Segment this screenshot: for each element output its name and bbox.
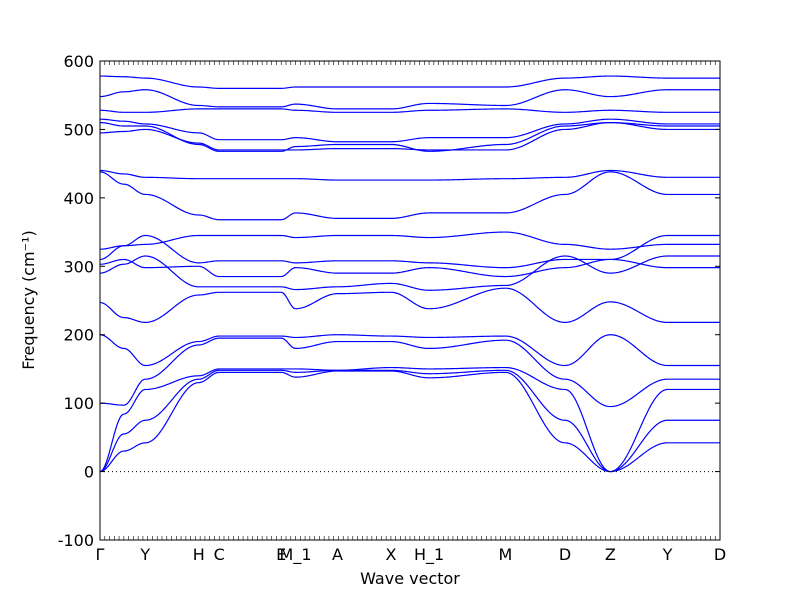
x-tick-label: H_1: [414, 545, 444, 565]
x-tick-label: A: [332, 545, 343, 564]
x-tick-label: Y: [139, 545, 150, 564]
band-line-6: [100, 287, 720, 324]
x-tick-label: D: [559, 545, 571, 564]
y-tick-label: 500: [63, 120, 94, 139]
band-line-16: [100, 108, 720, 113]
band-line-5: [100, 334, 720, 367]
x-tick-label: D: [714, 545, 726, 564]
x-tick-label: Γ: [96, 545, 105, 564]
band-line-8: [100, 258, 720, 278]
y-tick-label: -100: [58, 531, 94, 550]
y-tick-label: 0: [84, 463, 94, 482]
y-tick-label: 300: [63, 257, 94, 276]
x-tick-label: Y: [662, 545, 673, 564]
band-line-1: [100, 370, 720, 473]
band-line-9: [100, 234, 720, 269]
band-line-3: [100, 366, 720, 473]
x-tick-label: Z: [605, 545, 616, 564]
y-tick-label: 400: [63, 189, 94, 208]
plot-frame: [99, 60, 721, 541]
y-axis-title: Frequency (cm⁻¹): [19, 230, 38, 369]
x-tick-labels: Γ Y H C EM_1 A X H_1 M D Z Y D: [96, 545, 727, 565]
y-tick-labels: -100 0 100 200 300 400 500 600: [58, 52, 94, 550]
band-line-15: [100, 118, 720, 143]
band-line-11: [100, 171, 720, 221]
band-line-14: [100, 121, 720, 152]
band-lines: [100, 75, 720, 473]
x-axis-title: Wave vector: [360, 569, 460, 588]
x-tick-label: M_1: [280, 545, 312, 565]
band-line-17: [100, 89, 720, 110]
x-tick-label: M: [498, 545, 512, 564]
y-tick-label: 100: [63, 394, 94, 413]
band-line-4: [100, 337, 720, 408]
x-tick-label: E: [276, 545, 286, 564]
band-line-7: [100, 255, 720, 291]
y-tick-label: 200: [63, 326, 94, 345]
y-tick-label: 600: [63, 52, 94, 71]
band-line-18: [100, 75, 720, 89]
band-line-10: [100, 231, 720, 250]
x-tick-label: X: [385, 545, 396, 564]
x-tick-label: C: [214, 545, 225, 564]
band-line-12: [100, 169, 720, 181]
band-line-2: [100, 369, 720, 473]
x-tick-label: H: [193, 545, 205, 564]
